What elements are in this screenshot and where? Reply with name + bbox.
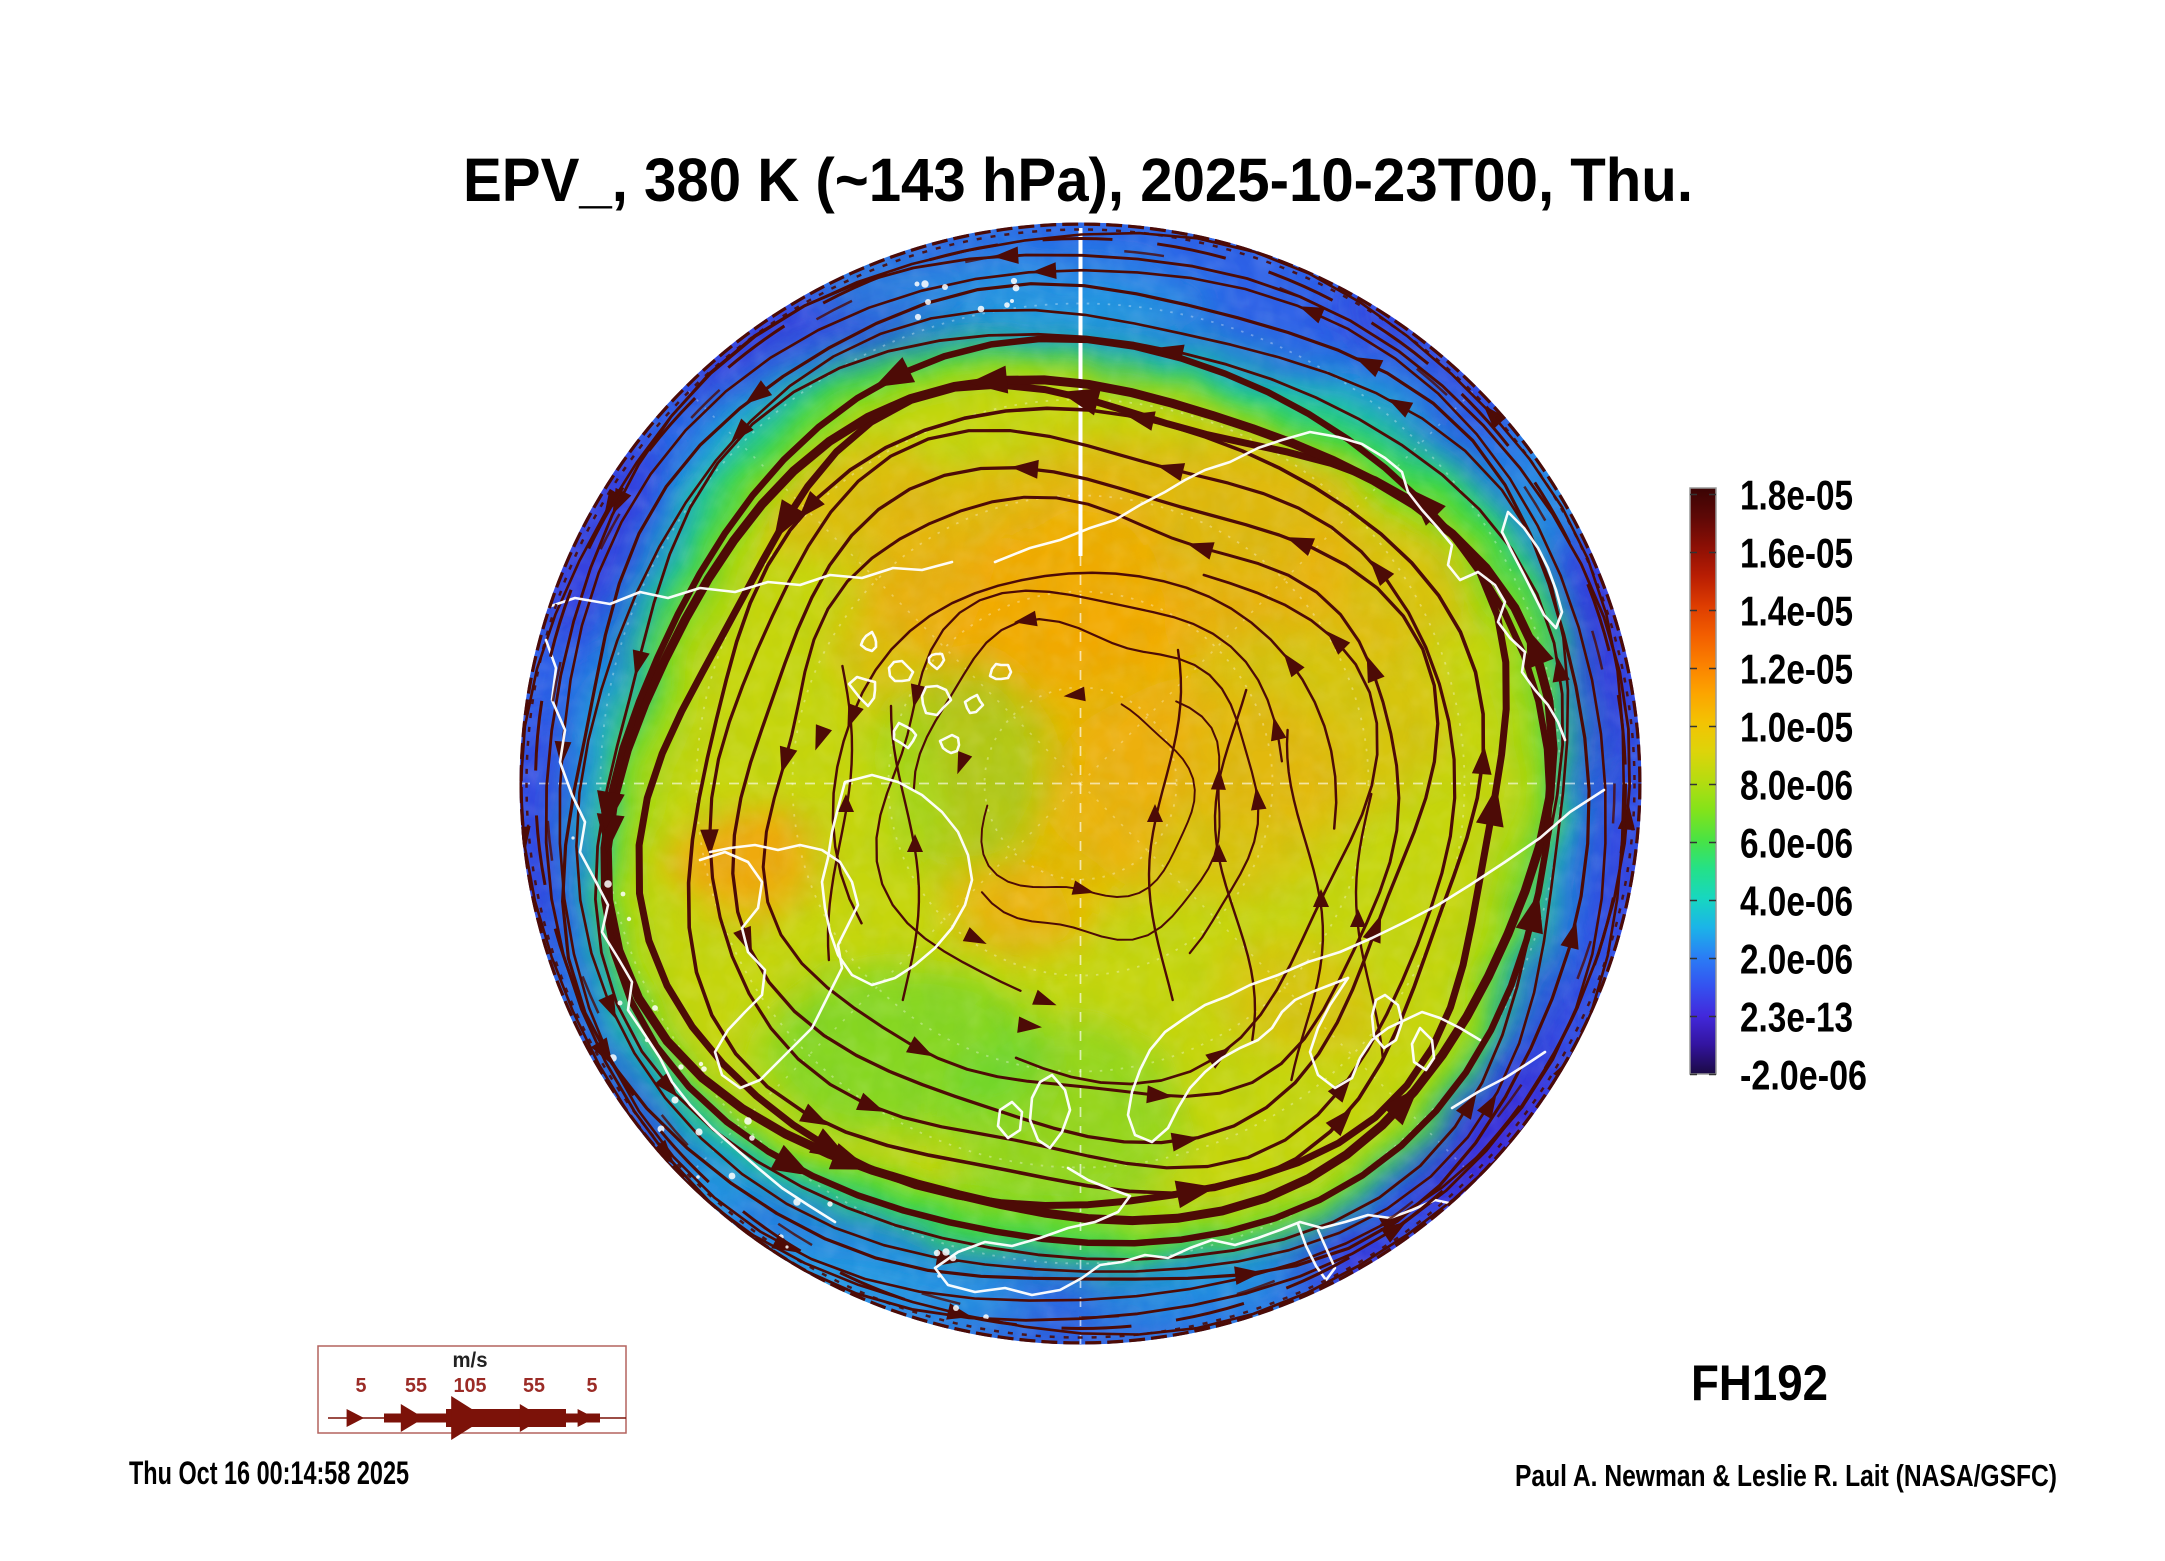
svg-text:Paul A. Newman & Leslie R. Lai: Paul A. Newman & Leslie R. Lait (NASA/GS… bbox=[1515, 1458, 2057, 1493]
svg-text:55: 55 bbox=[405, 1375, 427, 1397]
svg-text:4.0e-06: 4.0e-06 bbox=[1740, 878, 1853, 925]
svg-text:1.0e-05: 1.0e-05 bbox=[1740, 704, 1853, 751]
svg-text:6.0e-06: 6.0e-06 bbox=[1740, 820, 1853, 867]
svg-text:1.4e-05: 1.4e-05 bbox=[1740, 588, 1853, 635]
svg-text:1.6e-05: 1.6e-05 bbox=[1740, 530, 1853, 577]
svg-text:5: 5 bbox=[587, 1375, 598, 1397]
svg-text:Thu Oct 16 00:14:58 2025: Thu Oct 16 00:14:58 2025 bbox=[129, 1455, 409, 1491]
svg-text:5: 5 bbox=[356, 1375, 367, 1397]
svg-text:1.8e-05: 1.8e-05 bbox=[1740, 472, 1853, 519]
svg-text:m/s: m/s bbox=[453, 1349, 488, 1372]
svg-text:8.0e-06: 8.0e-06 bbox=[1740, 762, 1853, 809]
svg-text:55: 55 bbox=[523, 1375, 545, 1397]
svg-text:-2.0e-06: -2.0e-06 bbox=[1740, 1052, 1867, 1099]
svg-text:105: 105 bbox=[454, 1375, 487, 1397]
svg-text:2.0e-06: 2.0e-06 bbox=[1740, 936, 1853, 983]
svg-text:FH192: FH192 bbox=[1691, 1355, 1828, 1411]
svg-text:1.2e-05: 1.2e-05 bbox=[1740, 646, 1853, 693]
svg-text:2.3e-13: 2.3e-13 bbox=[1740, 994, 1853, 1041]
svg-text:EPV_, 380 K (~143 hPa), 2025-1: EPV_, 380 K (~143 hPa), 2025-10-23T00, T… bbox=[463, 146, 1693, 214]
